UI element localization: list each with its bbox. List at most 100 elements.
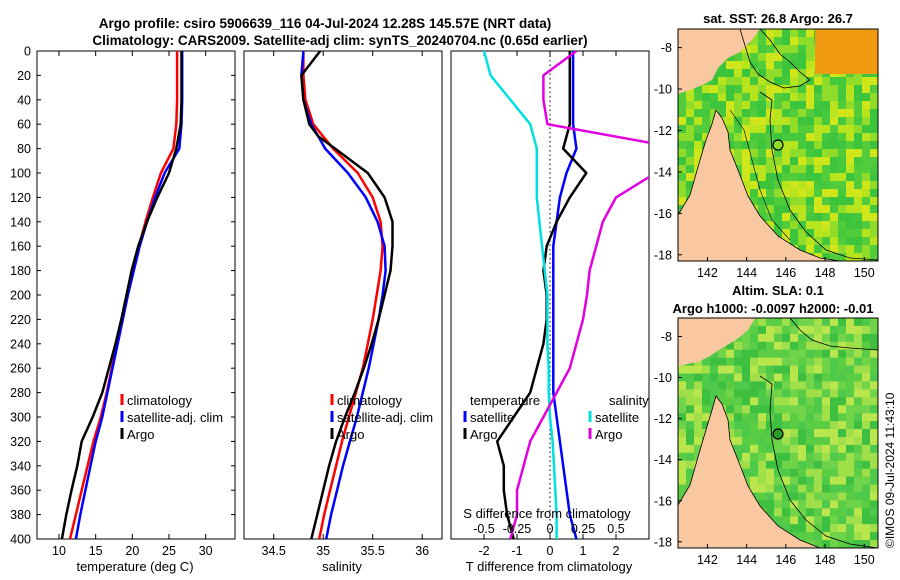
field-cell [806,93,815,102]
field-cell [862,133,871,142]
field-cell [766,173,775,182]
field-cell [854,101,863,110]
field-cell [838,413,847,422]
field-cell [758,69,767,78]
salinity-lines [300,51,394,539]
field-cell [702,373,711,382]
field-cell [854,540,863,548]
field-cell [830,117,839,126]
field-cell [830,452,839,462]
field-cell [678,381,687,390]
field-cell [742,173,751,182]
field-cell [838,237,847,246]
field-cell [846,460,855,470]
field-cell [742,468,751,478]
field-cell [838,516,847,525]
field-cell [774,149,783,158]
field-cell [870,101,878,110]
field-cell [774,325,783,335]
field-cell [774,468,783,478]
field-cell [822,476,831,486]
field-cell [830,349,839,359]
field-cell [862,125,871,134]
field-cell [806,373,815,382]
field-cell [790,93,799,102]
field-cell [694,429,703,438]
field-cell [790,468,799,478]
field-cell [838,381,847,390]
field-cell [854,444,863,454]
field-cell [806,141,815,150]
field-cell [718,61,727,70]
field-cell [774,476,783,486]
field-cell [694,389,703,398]
field-cell [798,133,807,142]
series-line-s-satellite [482,51,558,539]
field-cell [718,101,727,110]
field-cell [846,221,855,230]
field-cell [814,381,823,390]
field-cell [798,318,807,327]
field-cell [726,125,735,134]
field-cell [702,125,711,134]
field-cell [758,93,767,102]
field-cell [686,149,695,158]
field-cell [718,389,727,398]
field-cell [870,149,878,158]
field-cell [726,365,735,375]
field-cell [742,333,751,343]
field-cell [870,85,878,94]
field-cell [766,357,775,367]
field-cell [742,365,751,375]
difference-xlabel: T difference from climatology [466,559,633,574]
field-cell [798,524,807,533]
field-cell [782,157,791,166]
series-line-argo [300,51,394,539]
field-cell [854,437,863,446]
field-cell [678,476,687,486]
field-cell [854,173,863,182]
field-cell [742,437,751,446]
sla-map-axes: 142 144 146 148 150 -8 -10 -12 -14 -16 -18 [654,330,875,567]
field-cell [846,357,855,367]
field-cell [854,516,863,525]
sla-title-line2: Argo h1000: -0.0097 h2000: -0.01 [673,301,874,316]
field-cell [830,484,839,494]
sst-map-panel: sat. SST: 26.8 Argo: 26.7 142 144 146 148 15… [654,11,879,280]
field-cell [822,468,831,478]
field-cell [870,421,878,430]
field-cell [798,460,807,470]
field-cell [806,149,815,158]
field-cell [774,61,783,70]
field-cell [782,437,791,446]
field-cell [726,117,735,126]
field-cell [790,157,799,166]
field-cell [798,197,807,206]
field-cell [742,349,751,359]
field-cell [822,157,831,166]
sst-title: sat. SST: 26.8 Argo: 26.7 [703,11,853,26]
x-tick-label: 30 [199,544,213,558]
field-cell [838,524,847,533]
field-cell [782,69,791,78]
field-cell [750,333,759,343]
s-tick-label: -0.25 [503,522,532,536]
field-cell [830,492,839,501]
field-cell [782,165,791,174]
field-cell [734,421,743,430]
x-tick-label: 0 [547,544,554,558]
figure-title-line1: Argo profile: csiro 5906639_116 04-Jul-2… [99,16,551,31]
field-cell [742,69,751,78]
field-cell [782,460,791,470]
field-cell [830,109,839,118]
field-cell [854,373,863,382]
field-cell [782,101,791,110]
field-cell [862,508,871,517]
field-cell [822,213,831,222]
legend-label: Argo [337,427,364,442]
field-cell [854,133,863,142]
legend-label: satellite-adj. clim [337,410,433,425]
s-tick-label: 0.5 [607,522,624,536]
field-cell [758,141,767,150]
field-cell [782,524,791,533]
